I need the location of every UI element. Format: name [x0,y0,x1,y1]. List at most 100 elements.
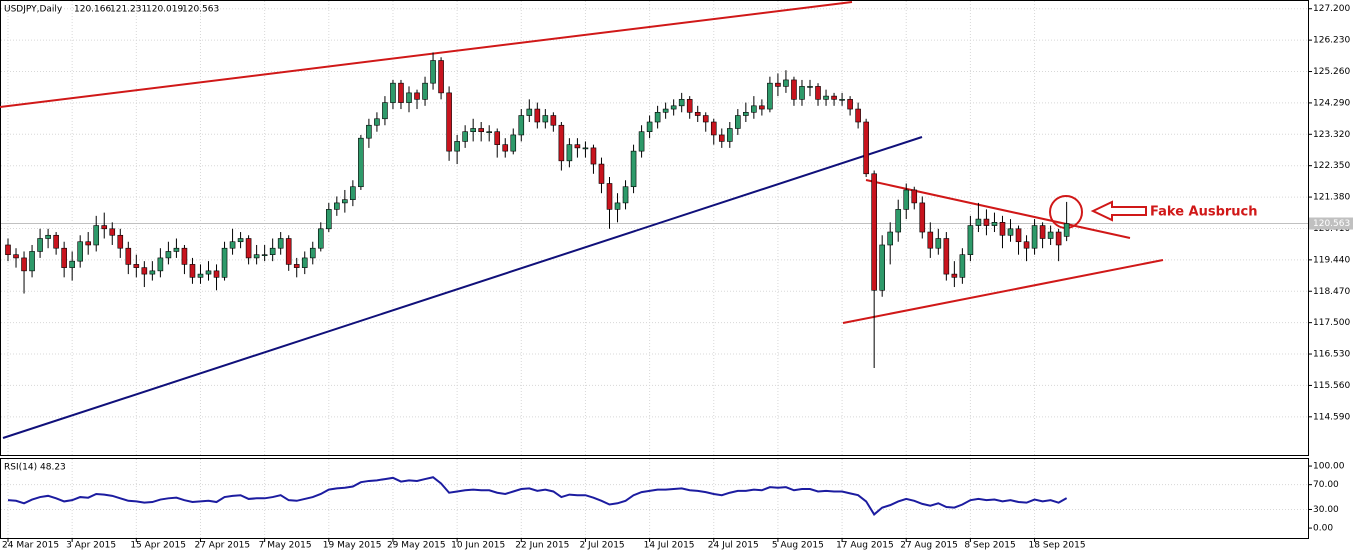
candle-body [29,251,35,272]
candle-body [430,60,436,84]
candle-body [165,251,172,259]
candle-body [1055,231,1062,246]
candle-body [189,264,196,278]
candle-body [775,82,781,87]
candle-body [807,86,813,88]
candle-body [919,202,926,233]
candle-body [253,254,260,259]
candle-body [61,247,67,268]
candle-body [342,199,348,204]
candle-body [791,79,797,100]
candle-body [1031,225,1038,249]
x-tick-label: 17 Aug 2015 [836,541,894,551]
y-tick-label: 124.290 [1313,98,1350,108]
candle-body [109,228,116,236]
candle-body [983,218,990,226]
candle-body [1047,231,1054,239]
candle-body [759,105,765,110]
candle-body [542,115,549,123]
candle-body [422,82,428,100]
candle-body [69,260,75,268]
candle-body [133,264,140,268]
candle-body [350,186,356,200]
candle-body [398,82,404,103]
candle-body [895,209,902,233]
candle-body [967,225,974,255]
candle-body [125,247,132,265]
candle-body [229,241,236,249]
candle-body [221,247,228,278]
candle-body [831,95,837,100]
candle-body [751,105,757,113]
candle-body [815,86,821,100]
x-tick-label: 3 Apr 2015 [66,541,116,551]
candle-body [149,270,156,275]
candle-body [470,128,476,133]
candle-body [598,163,605,184]
candle-body [101,225,108,230]
triangle-lower [842,259,1164,324]
symbol-title: USDJPY,Daily [4,5,63,15]
y-tick-label: 121.380 [1313,193,1350,203]
candle-body [903,189,910,210]
x-tick-label: 5 Aug 2015 [772,541,824,551]
candle-body [93,225,100,246]
candle-body [550,115,557,126]
rsi-value: 48.23 [40,463,66,473]
candle-body [518,115,525,136]
candle-body [494,131,501,145]
y-tick-label: 119.440 [1313,255,1350,265]
candle-body [743,111,749,116]
drawing-tools [0,1,1164,439]
candle-body [879,244,885,291]
candle-body [462,131,468,142]
candle-body [261,254,268,256]
candle-body [414,92,420,100]
ohlc-open: 120.166 [74,5,111,15]
candle-body [951,273,958,278]
candle-body [871,173,877,291]
candle-body [245,238,252,259]
candle-body [646,121,653,133]
candle-body [309,247,316,259]
x-tick-label: 22 Jun 2015 [515,541,569,551]
candle-body [21,257,27,272]
candle-body [622,186,629,204]
candle-body [117,234,124,249]
candle-body [1015,228,1022,243]
arrow [1090,200,1147,222]
candle-body [317,228,324,249]
candle-body [574,144,581,149]
candle-body [911,189,918,204]
candle-body [205,270,212,275]
y-tick-label: 127.200 [1313,4,1350,14]
candle-body [558,124,565,162]
candle-body [502,144,509,152]
candle-body [1007,228,1014,236]
candle-body [991,222,998,226]
candle-body [839,99,845,101]
candle-body [446,92,452,152]
candle-body [735,115,741,129]
candle-body [277,238,284,249]
candle-body [863,121,869,175]
candle-body [5,244,11,255]
candle-body [293,264,300,268]
trend-line [2,136,923,439]
candle-body [334,202,340,210]
y-tick-label: 117.500 [1313,318,1350,328]
x-tick-label: 18 Sep 2015 [1029,541,1086,551]
candle-body [710,121,717,136]
y-tick-label: 0.00 [1313,524,1333,534]
candle-body [847,99,853,110]
candle-body [855,108,861,123]
candle-body [943,238,950,275]
channel-line [0,1,853,108]
candle-body [237,238,244,243]
annotation: Fake Ausbruch [1150,205,1258,220]
candle-body [582,147,589,150]
candle-body [157,257,164,272]
candle-body [358,137,364,188]
candle-body [382,102,388,120]
candle-body [726,128,733,142]
